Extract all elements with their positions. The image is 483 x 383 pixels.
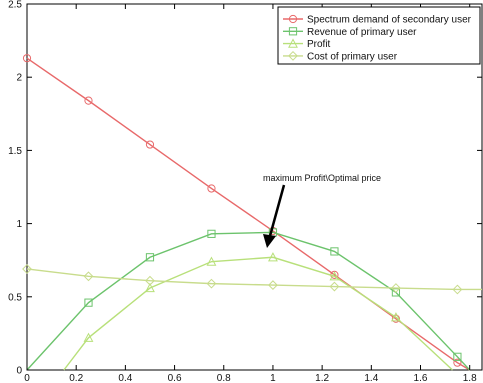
y-tick-label: 2 [16,73,22,84]
data-point [206,278,217,289]
series-2 [26,228,471,371]
series-line [26,268,482,291]
legend: Spectrum demand of secondary userRevenue… [277,6,481,65]
series-line [26,231,471,371]
data-point [145,140,155,149]
y-tick-label: 0 [16,366,22,377]
data-point [145,282,155,293]
x-tick-label: 1.2 [315,373,329,383]
data-point [390,312,401,322]
x-tick-label: 0.8 [217,373,231,383]
data-point [145,253,155,262]
legend-label: Spectrum demand of secondary user [307,15,472,26]
data-point [22,264,32,274]
series-line [63,256,453,371]
legend-entry: Cost of primary user [283,50,398,62]
legend-entries: Spectrum demand of secondary userRevenue… [283,15,472,62]
x-tick-label: 1.8 [463,373,477,383]
annotation-arrow-shaft [268,184,286,237]
data-point [453,352,462,361]
series-4 [22,264,482,295]
annotation: maximum Profit\Optimal price [263,173,381,248]
legend-entry: Spectrum demand of secondary user [283,15,472,26]
data-point [453,358,462,367]
data-point [329,281,340,292]
data-point [145,275,155,286]
data-point [391,314,401,323]
data-point [84,96,93,105]
data-point [329,271,340,281]
legend-marker [288,27,298,36]
legend-marker [288,50,298,61]
ticks-layer: 0 0.2 0.4 0.6 0.8 1 1.2 1.4 1.6 1.8 0 0.5 1 1.5 2 2.5 [8,0,482,383]
data-point [206,256,217,266]
y-tick-label: 2.5 [8,0,22,11]
legend-box [277,6,481,65]
data-point [22,54,32,63]
x-tick-label: 0.4 [118,373,132,383]
series-line [26,57,471,371]
legend-label: Cost of primary user [307,51,398,62]
plot-frame [26,3,483,371]
series-layer [22,54,482,371]
x-tick-label: 1.4 [364,373,378,383]
x-tick-label: 0.6 [168,373,182,383]
x-tick-label: 0 [24,373,30,383]
legend-label: Profit [307,39,331,50]
y-tick-label: 0.5 [8,292,22,303]
data-point [84,298,93,307]
data-point [83,271,94,282]
series-3 [63,252,453,371]
data-point [207,184,216,193]
y-tick-label: 1 [16,219,22,230]
legend-marker [288,38,298,48]
data-point [391,283,401,293]
legend-label: Revenue of primary user [307,27,417,38]
annotation-text: maximum Profit\Optimal price [263,173,381,183]
data-point [83,332,94,342]
data-point [391,288,401,297]
x-tick-label: 0.2 [69,373,83,383]
y-tick-label: 1.5 [8,146,22,157]
x-tick-label: 1.6 [414,373,428,383]
x-tick-label: 1 [270,373,276,383]
series-1 [22,54,471,371]
data-point [268,252,278,262]
data-point [452,284,463,295]
annotation-arrow-head [263,234,276,248]
legend-marker [288,14,298,24]
legend-entry: Revenue of primary user [283,27,417,38]
data-point [207,229,216,238]
data-point [330,247,339,256]
legend-entry: Profit [283,38,331,50]
data-point [268,280,278,290]
